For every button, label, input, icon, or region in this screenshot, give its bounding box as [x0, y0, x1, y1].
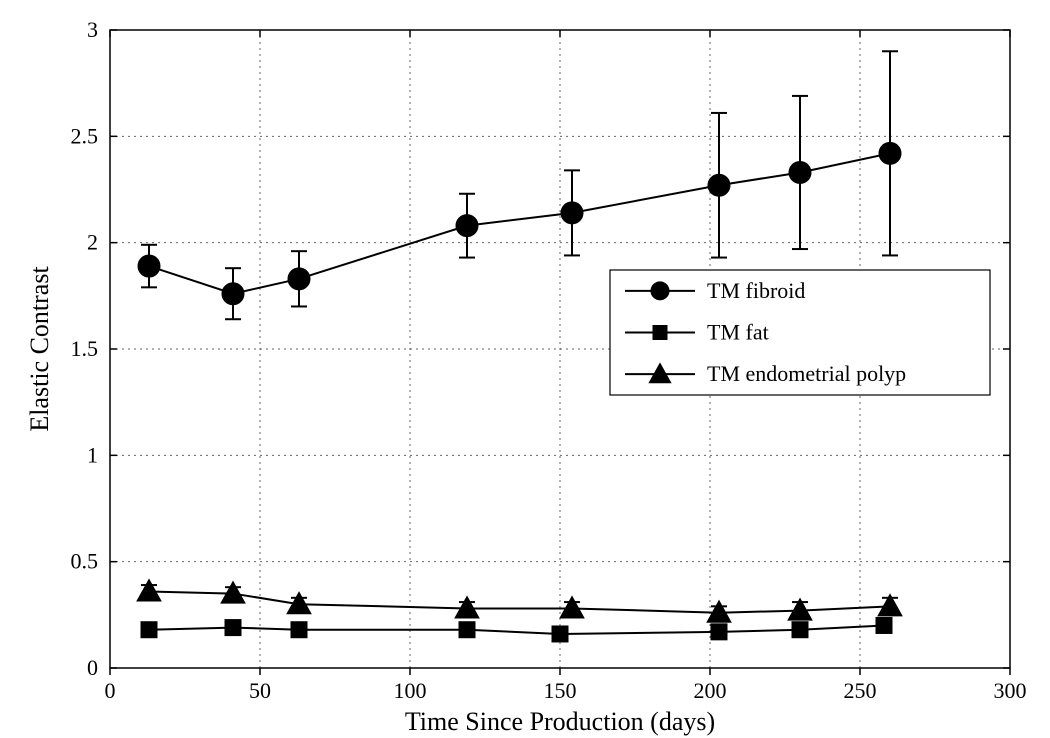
y-tick-label: 1.5	[71, 336, 99, 361]
legend-label: TM fibroid	[707, 278, 805, 303]
x-tick-label: 300	[994, 678, 1027, 703]
legend: TM fibroid TM fat TM endometrial polyp	[610, 270, 990, 395]
legend-label: TM fat	[707, 320, 769, 345]
legend-label: TM endometrial polyp	[707, 361, 906, 386]
x-tick-label: 100	[394, 678, 427, 703]
y-tick-label: 0	[87, 655, 98, 680]
line-chart: 0 50 100 150 200 250 300 0 0.5 1 1.5 2 2.5 3 Time Sinc…	[0, 0, 1050, 738]
y-tick-label: 2.5	[71, 123, 99, 148]
y-tick-label: 3	[87, 17, 98, 42]
x-tick-label: 150	[544, 678, 577, 703]
chart-container: 0 50 100 150 200 250 300 0 0.5 1 1.5 2 2.5 3 Time Sinc…	[0, 0, 1050, 738]
x-tick-label: 0	[105, 678, 116, 703]
y-axis-label: Elastic Contrast	[25, 266, 54, 432]
x-axis-label: Time Since Production (days)	[405, 707, 715, 736]
y-tick-label: 1	[87, 442, 98, 467]
y-tick-label: 0.5	[71, 549, 99, 574]
y-tick-label: 2	[87, 230, 98, 255]
x-tick-label: 250	[844, 678, 877, 703]
x-tick-label: 200	[694, 678, 727, 703]
x-tick-label: 50	[249, 678, 271, 703]
